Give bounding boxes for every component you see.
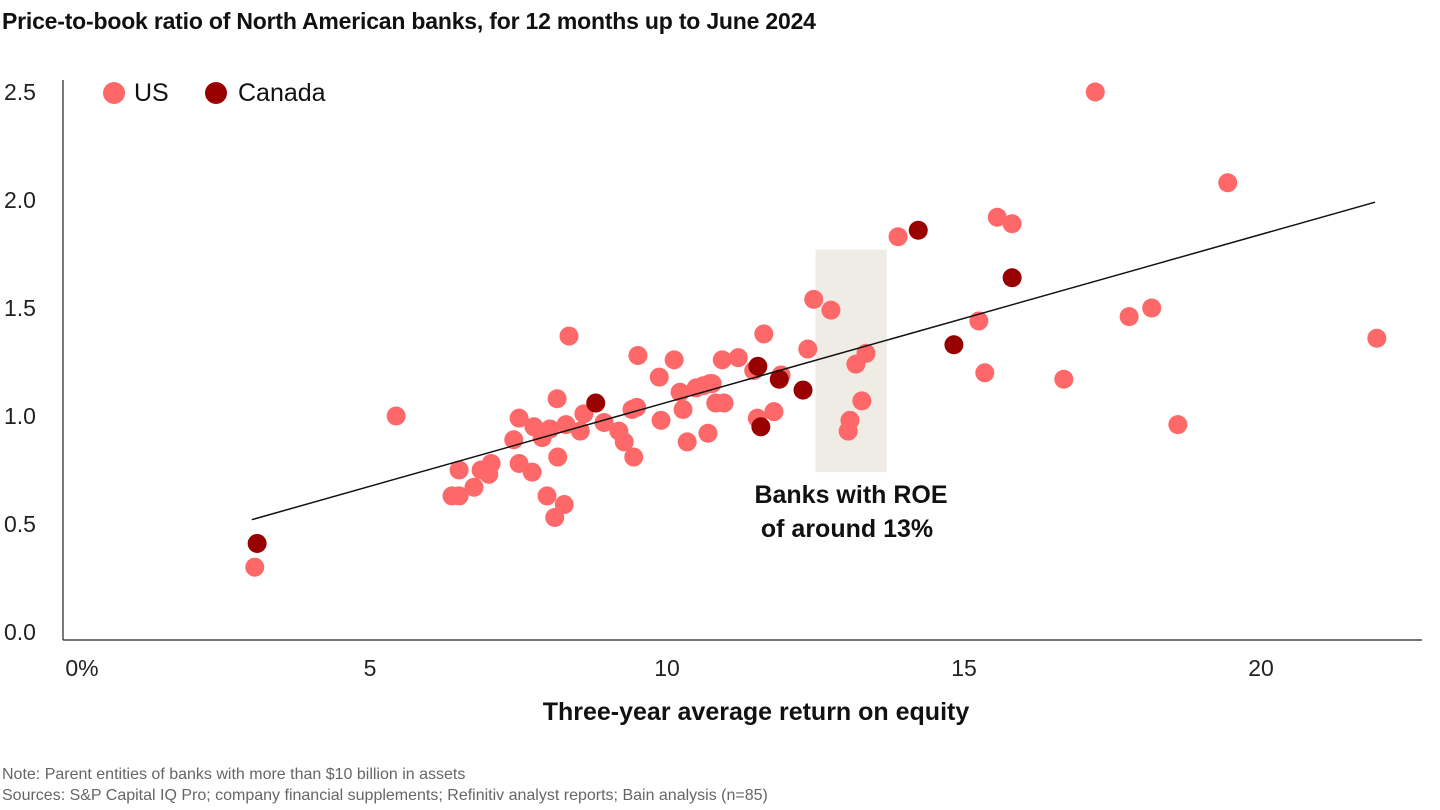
point-us bbox=[673, 400, 693, 420]
point-us bbox=[1142, 298, 1162, 318]
point-us bbox=[559, 326, 579, 346]
point-us bbox=[1054, 369, 1074, 389]
chart-title: Price-to-book ratio of North American ba… bbox=[2, 8, 816, 34]
point-us bbox=[449, 460, 469, 480]
point-us bbox=[754, 324, 774, 344]
point-us bbox=[594, 412, 614, 432]
point-us bbox=[838, 421, 858, 441]
point-us bbox=[852, 391, 872, 411]
legend-marker-us bbox=[103, 82, 125, 104]
point-us bbox=[649, 367, 669, 387]
sources-text: Sources: S&P Capital IQ Pro; company fin… bbox=[2, 787, 768, 804]
y-tick-label: 2.5 bbox=[4, 79, 36, 105]
point-us bbox=[728, 348, 748, 368]
x-tick-label: 20 bbox=[1248, 655, 1274, 681]
point-us bbox=[614, 432, 634, 452]
trend-line bbox=[251, 201, 1376, 521]
legend-label-canada: Canada bbox=[238, 79, 326, 107]
point-us bbox=[664, 350, 684, 370]
y-tick-label: 0.0 bbox=[4, 619, 36, 645]
point-canada bbox=[586, 393, 606, 413]
x-tick-label: 5 bbox=[364, 655, 377, 681]
point-us bbox=[1168, 415, 1188, 435]
point-us bbox=[856, 343, 876, 363]
notes: Note: Parent entities of banks with more… bbox=[2, 764, 768, 806]
y-tick-label: 1.0 bbox=[4, 403, 36, 429]
point-us bbox=[570, 421, 590, 441]
point-canada bbox=[793, 380, 813, 400]
point-us bbox=[1085, 82, 1105, 102]
point-us bbox=[537, 486, 557, 506]
point-us bbox=[628, 346, 648, 366]
legend-label-us: US bbox=[134, 79, 169, 107]
note-text: Note: Parent entities of banks with more… bbox=[2, 766, 466, 783]
point-us bbox=[1002, 214, 1022, 234]
legend-marker-canada bbox=[205, 82, 227, 104]
point-us bbox=[712, 350, 732, 370]
y-tick-label: 2.0 bbox=[4, 187, 36, 213]
point-us bbox=[1367, 328, 1387, 348]
point-canada bbox=[769, 369, 789, 389]
point-us bbox=[386, 406, 406, 426]
point-us bbox=[509, 408, 529, 428]
annotation-line-1: Banks with ROE bbox=[754, 481, 947, 509]
point-us bbox=[698, 423, 718, 443]
point-us bbox=[651, 410, 671, 430]
point-us bbox=[1119, 307, 1139, 327]
point-us bbox=[798, 339, 818, 359]
legend: US Canada bbox=[103, 79, 326, 107]
point-canada bbox=[247, 533, 267, 553]
point-us bbox=[547, 389, 567, 409]
x-tick-label: 15 bbox=[951, 655, 977, 681]
x-tick-label: 0% bbox=[65, 655, 98, 681]
point-us bbox=[764, 402, 784, 422]
point-us bbox=[449, 486, 469, 506]
point-us bbox=[624, 447, 644, 467]
y-tick-label: 1.5 bbox=[4, 295, 36, 321]
point-us bbox=[821, 300, 841, 320]
point-us bbox=[677, 432, 697, 452]
point-us bbox=[627, 397, 647, 417]
point-us bbox=[548, 447, 568, 467]
point-us bbox=[554, 495, 574, 515]
point-us bbox=[987, 207, 1007, 227]
point-canada bbox=[751, 417, 771, 437]
point-us bbox=[245, 557, 265, 577]
y-tick-label: 0.5 bbox=[4, 511, 36, 537]
point-us bbox=[888, 227, 908, 247]
point-us bbox=[1218, 173, 1238, 193]
point-us bbox=[804, 289, 824, 309]
point-us bbox=[975, 363, 995, 383]
point-canada bbox=[1002, 268, 1022, 288]
point-canada bbox=[944, 335, 964, 355]
x-tick-label: 10 bbox=[654, 655, 680, 681]
point-us bbox=[714, 393, 734, 413]
point-us bbox=[464, 477, 484, 497]
annotation-line-2: of around 13% bbox=[761, 515, 933, 543]
point-canada bbox=[748, 356, 768, 376]
x-axis-label: Three-year average return on equity bbox=[543, 698, 970, 726]
point-canada bbox=[908, 220, 928, 240]
point-us bbox=[481, 454, 501, 474]
point-us bbox=[522, 462, 542, 482]
